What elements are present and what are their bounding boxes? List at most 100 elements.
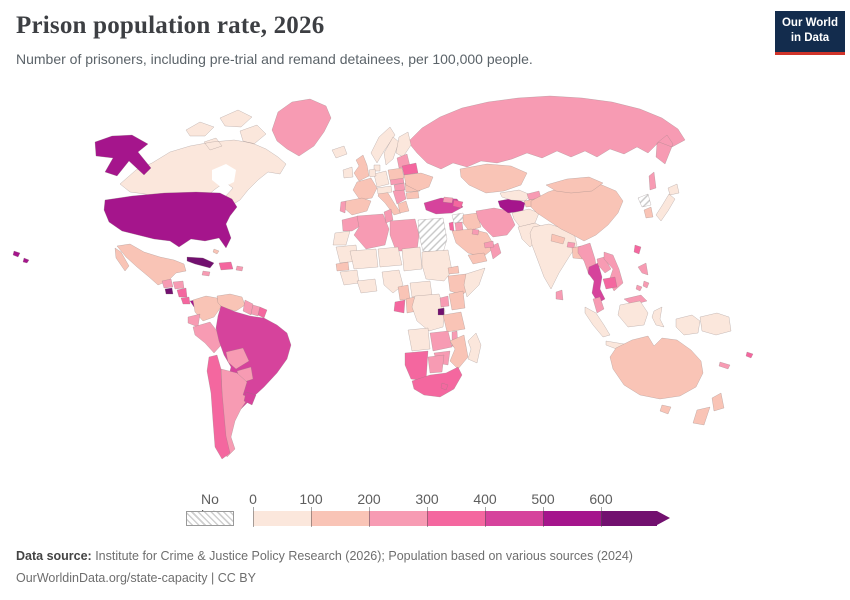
country-ghana[interactable] — [356, 278, 378, 294]
country-el-salvador[interactable] — [164, 287, 174, 295]
country-ireland[interactable] — [342, 166, 354, 179]
country-hispaniola[interactable] — [218, 261, 234, 271]
country-kenya[interactable] — [448, 290, 466, 311]
country-benelux[interactable] — [368, 168, 377, 178]
country-angola[interactable] — [407, 327, 431, 352]
country-drc[interactable] — [411, 293, 446, 332]
country-venezuela[interactable] — [216, 293, 246, 312]
country-chile[interactable] — [206, 354, 231, 460]
country-italy[interactable] — [377, 189, 402, 216]
country-bolivia[interactable] — [225, 347, 250, 370]
country-uruguay[interactable] — [243, 391, 257, 406]
country-mozambique[interactable] — [449, 334, 469, 370]
country-israel[interactable] — [448, 221, 455, 232]
country-mongolia[interactable] — [545, 176, 604, 194]
country-bhutan[interactable] — [566, 241, 576, 249]
country-peru[interactable] — [192, 321, 224, 354]
country-morocco[interactable] — [341, 215, 363, 232]
legend-no-data[interactable]: No data — [186, 491, 234, 526]
country-honduras[interactable] — [172, 280, 185, 290]
country-botswana[interactable] — [427, 354, 445, 374]
country-rwanda[interactable] — [437, 307, 445, 316]
country-iceland[interactable] — [331, 145, 348, 159]
legend-bin-400-500[interactable] — [485, 511, 543, 526]
country-balkans[interactable] — [392, 189, 407, 205]
country-united-states[interactable] — [103, 191, 238, 249]
country-mexico[interactable] — [114, 243, 187, 286]
country-iraq[interactable] — [462, 212, 482, 232]
country-azerbaijan[interactable] — [452, 199, 464, 209]
country-georgia[interactable] — [442, 196, 454, 204]
country-central-african-republic[interactable] — [409, 280, 433, 298]
country-australia[interactable] — [609, 335, 704, 415]
country-french-guiana[interactable] — [257, 306, 268, 319]
country-fiji[interactable] — [745, 351, 754, 359]
country-kazakhstan[interactable] — [459, 163, 528, 194]
country-papua-new-guinea[interactable] — [699, 312, 732, 336]
country-guatemala[interactable] — [161, 278, 174, 289]
country-russia[interactable] — [407, 95, 686, 191]
country-alaska[interactable] — [94, 134, 152, 177]
country-kuwait[interactable] — [471, 228, 480, 236]
country-chad[interactable] — [401, 246, 423, 272]
country-guinea[interactable] — [339, 269, 360, 286]
country-sweden[interactable] — [383, 136, 400, 166]
country-western-sahara[interactable] — [332, 230, 351, 246]
country-laos[interactable] — [596, 256, 612, 274]
country-jordan[interactable] — [454, 221, 464, 232]
country-norway[interactable] — [370, 126, 396, 164]
country-algeria[interactable] — [353, 213, 390, 250]
country-new-caledonia[interactable] — [718, 361, 731, 370]
country-bulgaria[interactable] — [405, 190, 420, 200]
country-greece[interactable] — [397, 200, 410, 214]
country-hawaii[interactable] — [12, 250, 30, 264]
country-cuba[interactable] — [186, 256, 215, 269]
owid-logo[interactable]: Our World in Data — [775, 11, 845, 55]
country-somalia[interactable] — [463, 267, 486, 298]
country-gabon[interactable] — [393, 299, 406, 314]
country-uganda[interactable] — [439, 295, 450, 308]
country-canada[interactable] — [119, 109, 287, 206]
country-madagascar[interactable] — [467, 332, 482, 364]
country-vietnam[interactable] — [603, 251, 624, 292]
country-greenland[interactable] — [271, 98, 332, 157]
legend-bin-500-600[interactable] — [543, 511, 601, 526]
country-japan[interactable] — [655, 183, 680, 222]
country-germany[interactable] — [373, 170, 390, 188]
country-sudan[interactable] — [421, 249, 453, 282]
country-belarus[interactable] — [401, 162, 419, 176]
legend-bin-300-400[interactable] — [427, 511, 485, 526]
country-jamaica[interactable] — [201, 270, 211, 277]
country-guyana[interactable] — [242, 299, 254, 316]
country-portugal[interactable] — [339, 200, 347, 214]
country-nigeria[interactable] — [381, 269, 404, 294]
country-puerto-rico[interactable] — [235, 265, 244, 272]
country-zambia[interactable] — [429, 330, 453, 352]
country-nepal[interactable] — [550, 233, 566, 245]
country-france[interactable] — [352, 177, 378, 201]
country-costa-rica[interactable] — [180, 296, 191, 305]
legend-bin-0-100[interactable] — [253, 511, 311, 526]
country-finland[interactable] — [395, 131, 412, 158]
country-mali[interactable] — [349, 248, 379, 270]
country-uae[interactable] — [483, 240, 495, 249]
legend-no-data-swatch[interactable] — [186, 511, 234, 526]
legend-bin-600+[interactable] — [601, 511, 657, 526]
country-bahamas[interactable] — [212, 248, 220, 255]
country-north-korea[interactable] — [637, 193, 652, 208]
country-eritrea[interactable] — [447, 265, 460, 275]
country-new-zealand[interactable] — [692, 392, 725, 426]
country-philippines[interactable] — [635, 262, 650, 292]
country-libya[interactable] — [389, 218, 420, 252]
country-switzerland-austria[interactable] — [376, 185, 393, 195]
country-egypt[interactable] — [417, 217, 448, 254]
country-spain[interactable] — [343, 197, 372, 216]
country-niger[interactable] — [377, 246, 403, 268]
country-suriname[interactable] — [250, 304, 261, 317]
country-south-africa[interactable] — [411, 366, 463, 398]
country-nicaragua[interactable] — [176, 287, 188, 298]
country-tunisia[interactable] — [383, 208, 394, 224]
country-lesotho[interactable] — [440, 382, 449, 391]
country-namibia[interactable] — [404, 350, 429, 382]
country-united-kingdom[interactable] — [353, 154, 370, 182]
